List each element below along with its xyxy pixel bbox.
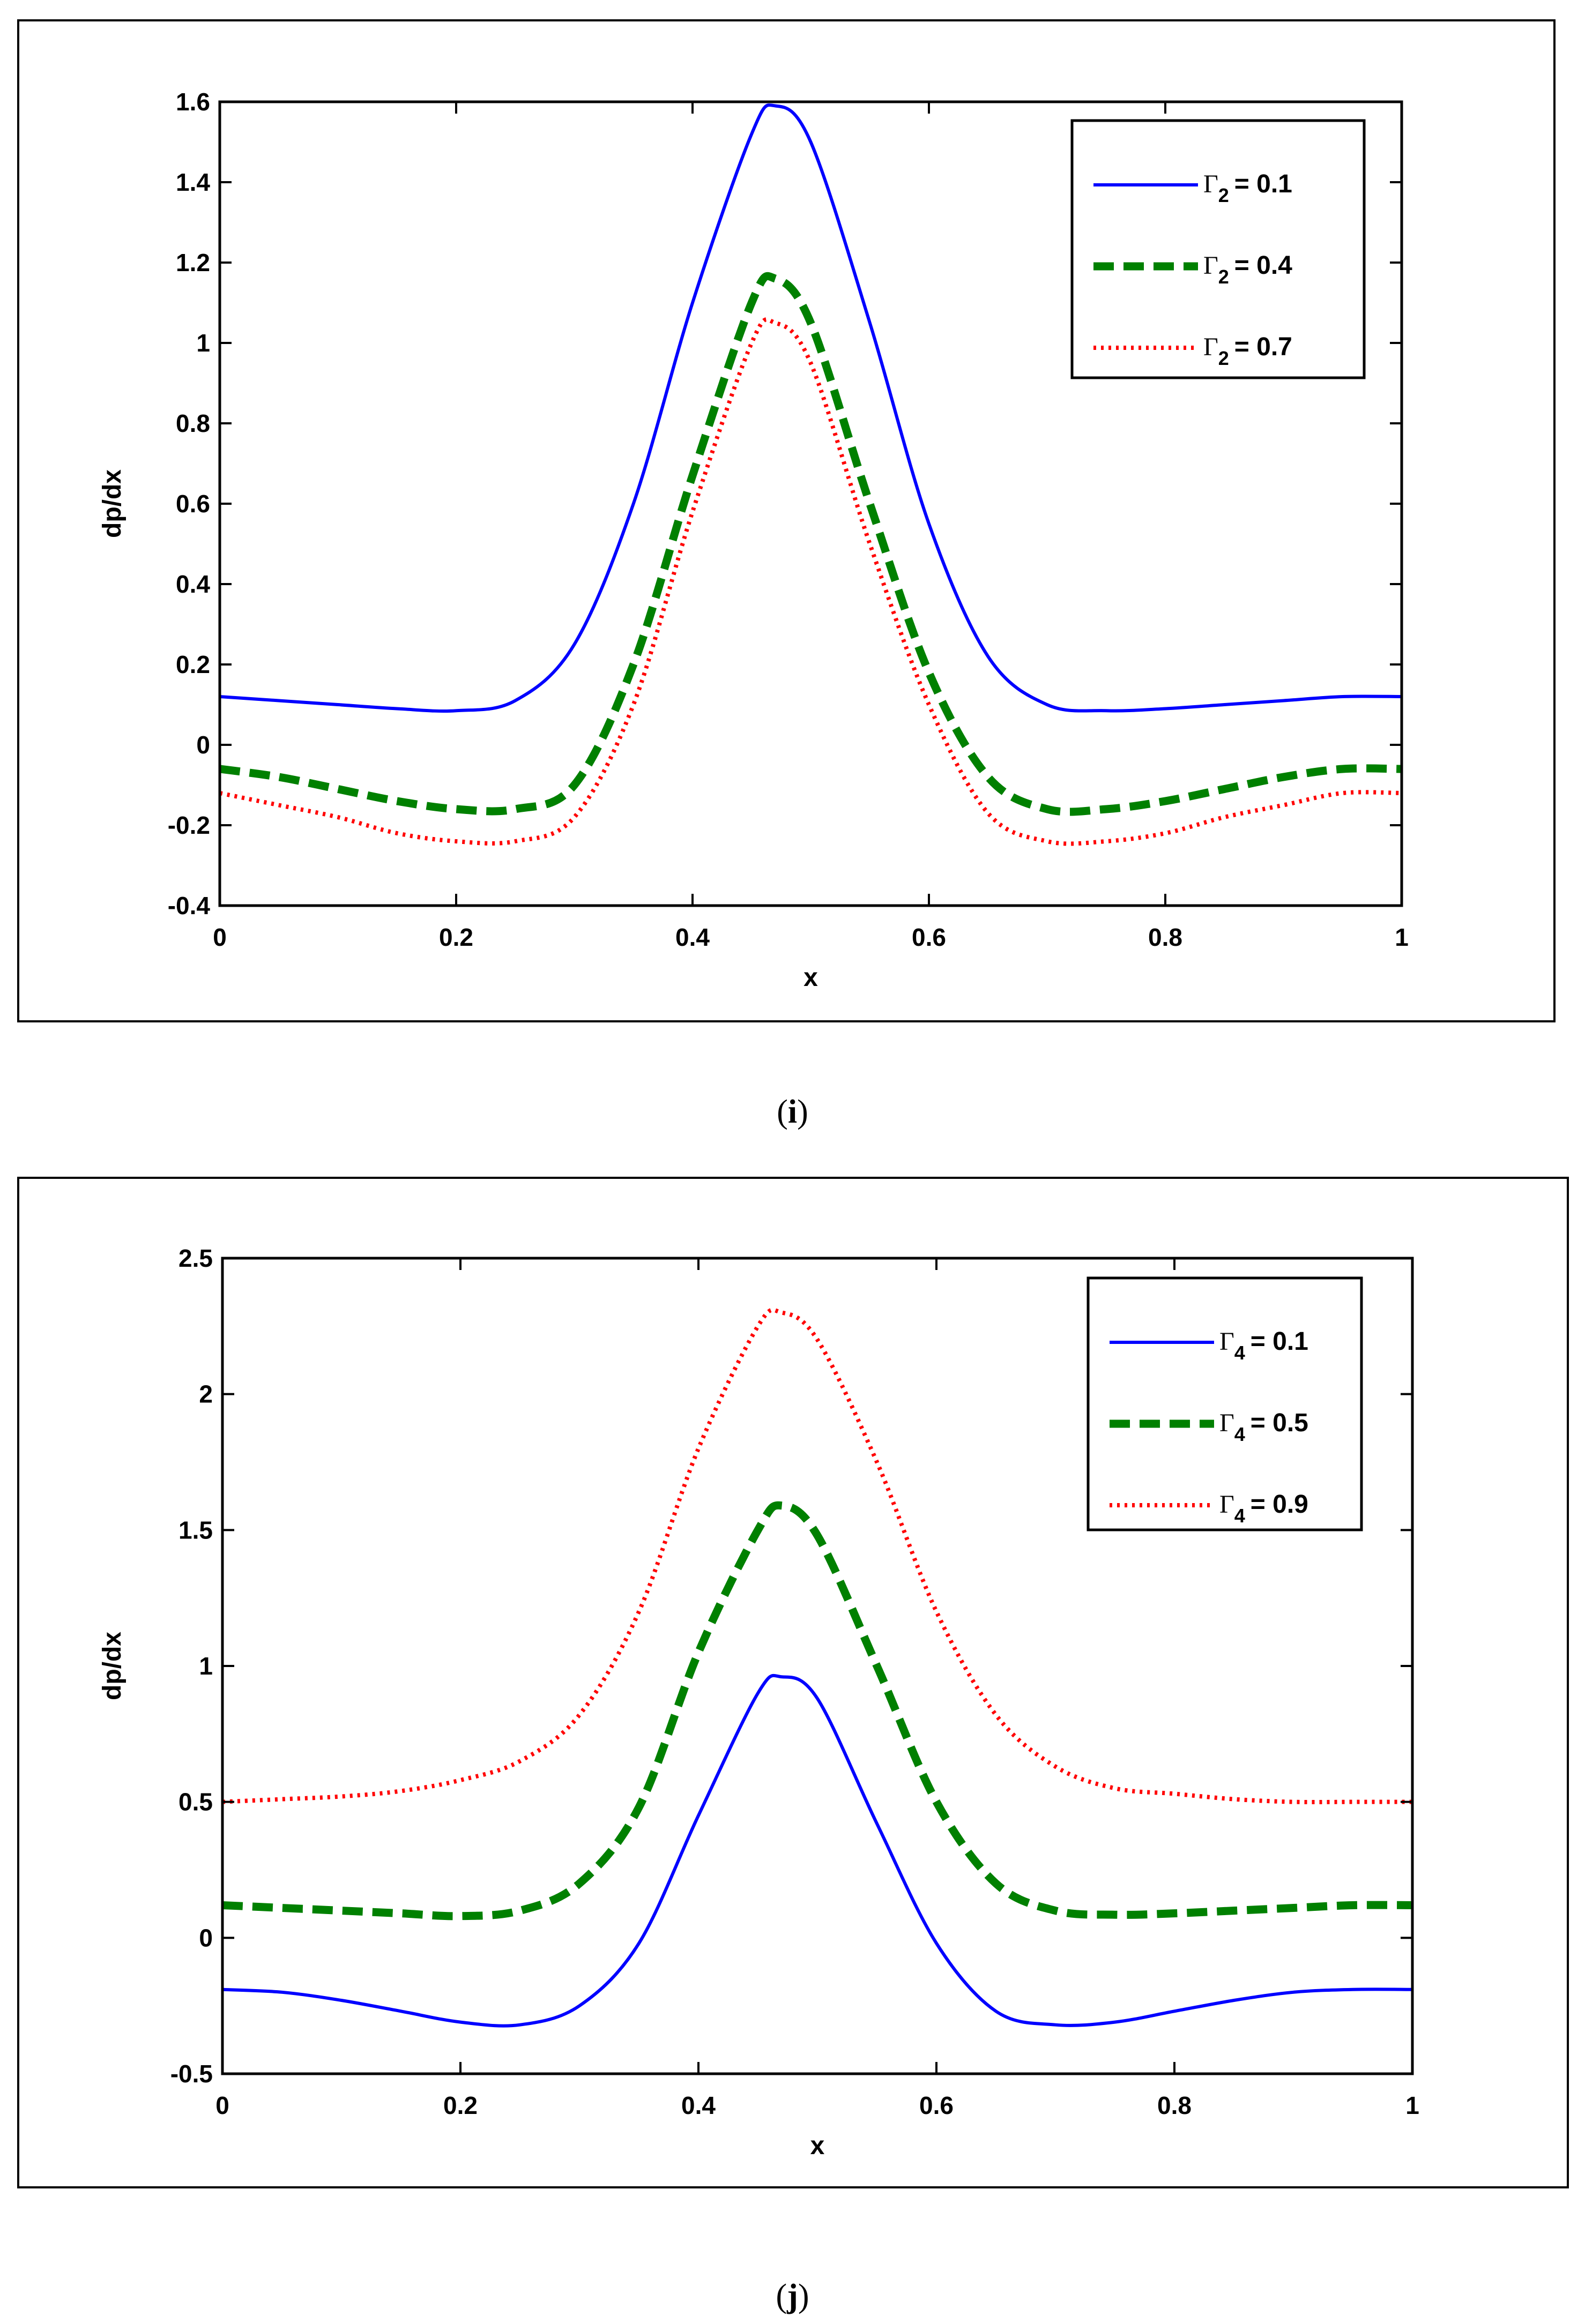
y-tick-label: -0.4	[168, 892, 211, 920]
x-tick-label: 0.2	[439, 923, 473, 951]
y-tick-label: 2.5	[178, 1244, 213, 1272]
legend-label-1: Γ2 = 0.1	[1203, 170, 1292, 206]
y-tick-label: 1.6	[176, 88, 210, 116]
y-tick-label: 2	[199, 1380, 213, 1408]
legend-box	[1087, 1276, 1363, 1531]
legend-gamma-symbol: Γ	[1203, 333, 1218, 361]
caption-j-label: j	[787, 2278, 798, 2314]
y-tick-label: 0.5	[178, 1788, 213, 1816]
x-tick-label: 0	[213, 923, 227, 951]
x-axis-label: x	[810, 2132, 825, 2160]
legend-value: = 0.1	[1234, 170, 1292, 198]
legend-value: = 0.7	[1234, 333, 1292, 361]
legend-gamma-symbol: Γ	[1219, 1409, 1234, 1437]
y-tick-label: 0	[196, 731, 210, 759]
y-axis-label: dp/dx	[98, 469, 126, 538]
legend-label-2: Γ2 = 0.4	[1203, 251, 1292, 288]
y-tick-label: 0.6	[176, 490, 210, 518]
x-tick-label: 0	[215, 2091, 229, 2119]
x-tick-label: 0.4	[675, 923, 710, 951]
y-tick-label: 1.5	[178, 1516, 213, 1544]
legend-value: = 0.1	[1251, 1327, 1308, 1356]
y-tick-label: 1.4	[176, 168, 210, 196]
x-tick-label: 1	[1405, 2091, 1419, 2119]
legend-label-1: Γ4 = 0.1	[1219, 1327, 1308, 1364]
legend-subscript: 4	[1234, 1342, 1245, 1364]
series-line-2	[222, 1501, 1412, 1921]
y-tick-label: 0.2	[176, 651, 210, 678]
y-tick-label: 0.4	[176, 570, 210, 598]
x-tick-label: 1	[1395, 923, 1409, 951]
legend-subscript: 2	[1218, 184, 1229, 206]
legend-subscript: 4	[1234, 1423, 1245, 1445]
caption-i-label: i	[787, 1094, 798, 1130]
caption-j: (j)	[776, 2278, 809, 2314]
plot-area	[222, 1307, 1412, 2028]
legend-gamma-symbol: Γ	[1203, 251, 1218, 280]
y-tick-label: -0.2	[168, 811, 210, 839]
legend-label-3: Γ2 = 0.7	[1203, 333, 1292, 369]
legend-gamma-symbol: Γ	[1203, 170, 1218, 198]
legend-value: = 0.5	[1251, 1409, 1308, 1437]
plot-area	[220, 103, 1402, 846]
y-tick-label: 0.8	[176, 409, 210, 437]
y-tick-label: 0	[199, 1924, 213, 1952]
legend-label-2: Γ4 = 0.5	[1219, 1409, 1308, 1445]
legend-subscript: 2	[1218, 347, 1229, 369]
x-tick-label: 0.6	[919, 2091, 954, 2119]
x-axis-label: x	[803, 963, 818, 992]
legend-value: = 0.9	[1251, 1490, 1308, 1519]
legend-value: = 0.4	[1234, 251, 1292, 280]
series-line-1	[222, 1673, 1412, 2028]
y-tick-label: 1	[199, 1652, 213, 1680]
legend-subscript: 4	[1234, 1505, 1245, 1527]
series-line-2	[220, 272, 1402, 816]
x-tick-label: 0.8	[1157, 2091, 1192, 2119]
caption-i: (i)	[777, 1094, 808, 1130]
legend-box	[1070, 119, 1366, 379]
x-tick-label: 0.6	[912, 923, 946, 951]
legend: Γ4 = 0.1Γ4 = 0.5Γ4 = 0.9	[1087, 1276, 1363, 1531]
legend-gamma-symbol: Γ	[1219, 1490, 1234, 1519]
series-line-1	[220, 103, 1402, 713]
legend-label-3: Γ4 = 0.9	[1219, 1490, 1308, 1527]
x-tick-label: 0.8	[1148, 923, 1182, 951]
legend-gamma-symbol: Γ	[1219, 1327, 1234, 1356]
legend-subscript: 2	[1218, 266, 1229, 288]
x-tick-label: 0.4	[681, 2091, 716, 2119]
chart-i: 0 0.2 0.4 0.6 0.8 1 -0.4 -0.2 0 0.2 0.4 0.6 0.8 1 1.2 1…	[98, 88, 1409, 992]
y-tick-label: 1.2	[176, 249, 210, 277]
series-line-3	[220, 317, 1402, 846]
y-axis-label: dp/dx	[98, 1632, 126, 1700]
x-tick-label: 0.2	[443, 2091, 478, 2119]
y-tick-label: 1	[196, 329, 210, 357]
y-tick-label: -0.5	[170, 2060, 213, 2088]
legend: Γ2 = 0.1Γ2 = 0.4Γ2 = 0.7	[1070, 119, 1366, 379]
